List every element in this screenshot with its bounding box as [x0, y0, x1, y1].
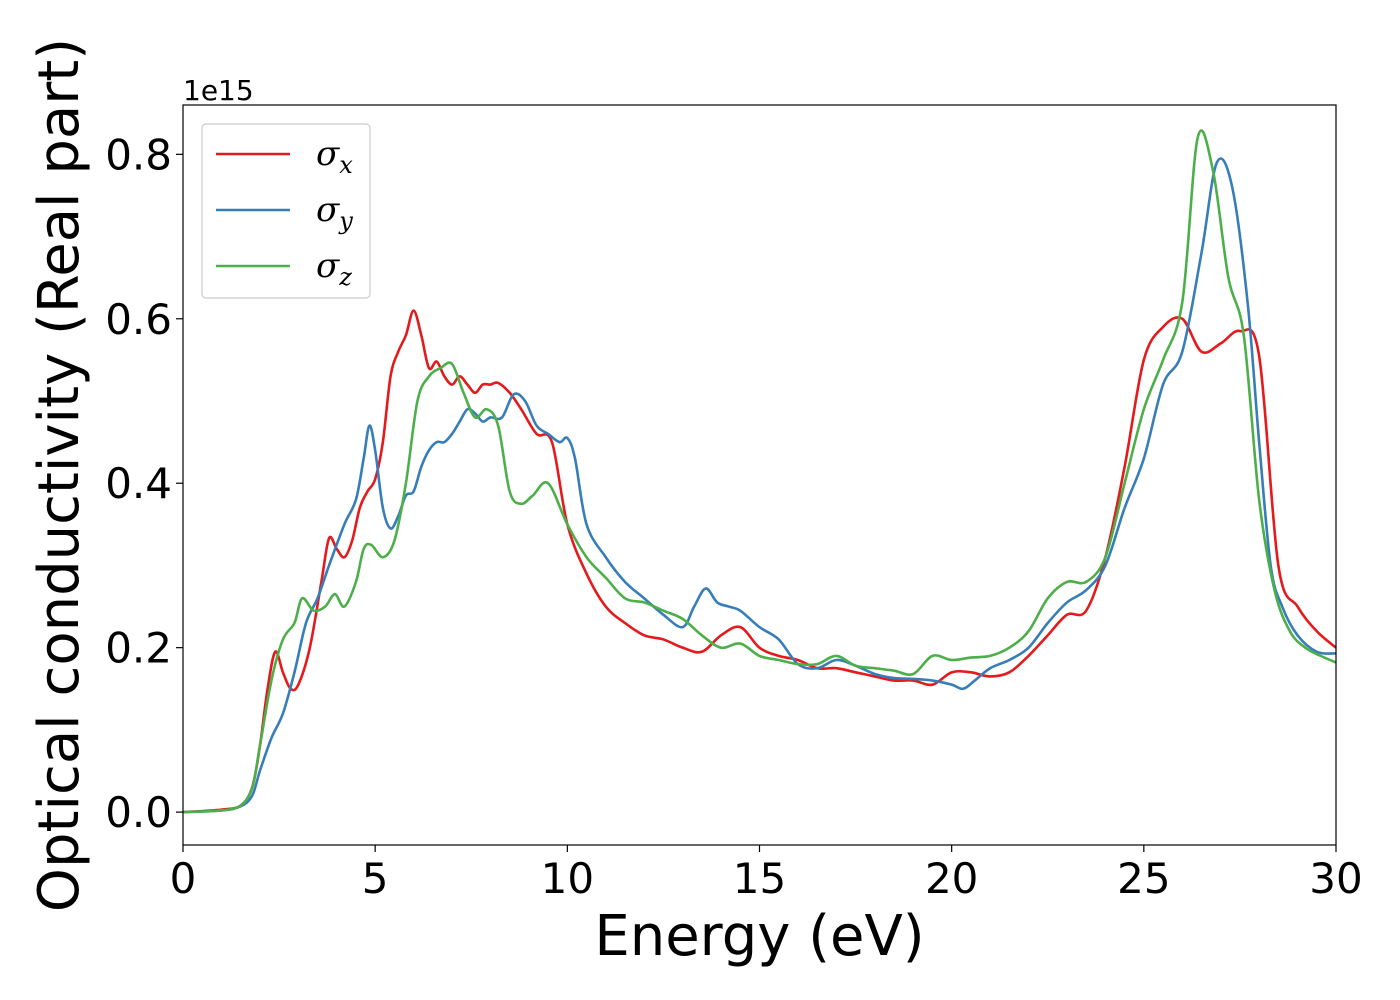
x-tick-label: 0: [170, 854, 197, 903]
legend-symbol: σ: [316, 190, 340, 230]
y-tick-label: 0.8: [105, 130, 172, 179]
y-tick-label: 0.0: [105, 788, 172, 837]
y-tick-label: 0.4: [105, 459, 172, 508]
legend-subscript: x: [339, 151, 353, 179]
x-tick-label: 30: [1309, 854, 1362, 903]
x-tick-label: 5: [362, 854, 389, 903]
series-line-z: [183, 129, 1336, 814]
x-tick-label: 15: [733, 854, 786, 903]
y-axis-title: Optical conductivity (Real part): [27, 38, 92, 912]
x-tick-label: 10: [541, 854, 594, 903]
x-tick-label: 20: [925, 854, 978, 903]
series-line-y: [183, 157, 1336, 814]
y-axis: 0.0 0.2 0.4 0.6 0.8: [105, 130, 183, 837]
y-tick-label: 0.6: [105, 295, 172, 344]
legend-symbol: σ: [316, 134, 340, 174]
y-tick-label: 0.2: [105, 624, 172, 673]
x-axis-title: Energy (eV): [594, 904, 924, 969]
y-offset-label: 1e15: [183, 74, 254, 107]
legend-label-y: σy: [316, 190, 353, 235]
x-tick-label: 25: [1117, 854, 1170, 903]
legend-label-x: σx: [316, 134, 353, 179]
legend-label-z: σz: [316, 246, 352, 291]
legend-subscript: y: [338, 207, 353, 235]
x-axis: 0 5 10 15 20 25 30: [170, 845, 1363, 903]
legend-subscript: z: [338, 263, 352, 291]
series-layer: [183, 129, 1336, 814]
legend-symbol: σ: [316, 246, 340, 286]
